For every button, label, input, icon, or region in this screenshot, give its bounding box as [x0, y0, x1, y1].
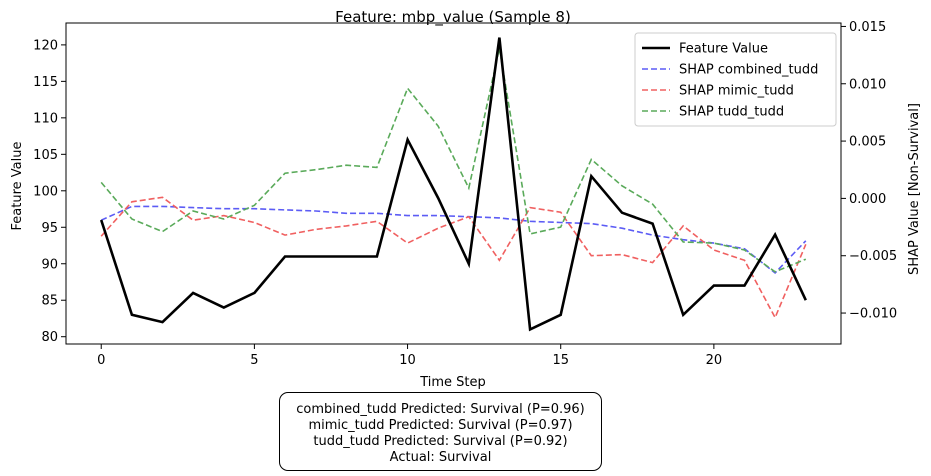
x-tick-label: 5	[250, 353, 258, 368]
legend-items: Feature Value SHAP combined_tudd SHAP mimi…	[642, 42, 818, 120]
x-tick-label: 15	[552, 353, 569, 368]
y-tick-label: 120	[33, 38, 58, 53]
y-axis-right-label: SHAP Value [Non-Survival]	[907, 103, 922, 275]
y-tick-label: 95	[41, 221, 58, 236]
y-tick-label: 115	[33, 75, 58, 90]
legend-frame	[634, 32, 837, 127]
legend-label: Feature Value	[679, 42, 768, 57]
series-line-shap-tudd-tudd	[100, 48, 807, 273]
series-layer	[99, 37, 807, 332]
series-line-feature-value	[99, 37, 807, 332]
y-tick-label: 90	[41, 257, 58, 272]
y-axis-label: Feature Value	[10, 142, 25, 231]
info-line-combined: combined_tudd Predicted: Survival (P=0.9…	[296, 402, 585, 417]
x-axis-ticks: 0 5 10 15 20	[97, 344, 722, 368]
info-line-actual: Actual: Survival	[389, 450, 492, 465]
y-tick-label: 85	[41, 294, 58, 309]
legend-label: SHAP mimic_tudd	[679, 84, 794, 99]
y-tick-label: 110	[33, 111, 58, 126]
x-axis-label: Time Step	[419, 375, 486, 390]
y-tick-label: 80	[41, 330, 58, 345]
series-line-shap-combined-tudd	[100, 205, 807, 274]
y-tick-label: 100	[33, 184, 58, 199]
legend: Feature Value SHAP combined_tudd SHAP mimi…	[634, 32, 837, 127]
info-line-tudd: tudd_tudd Predicted: Survival (P=0.92)	[313, 434, 568, 449]
plot-frame	[65, 22, 842, 345]
y-right-tick-label: 0.010	[849, 77, 886, 92]
series-line-shap-mimic-tudd	[100, 196, 807, 320]
y-axis-left-ticks: 80 85 90 95 100 105 110 115 120	[33, 38, 66, 345]
y-axis-right-ticks: −0.010 −0.005 0.000 0.005 0.010 0.015	[841, 20, 897, 322]
prediction-info-box: combined_tudd Predicted: Survival (P=0.9…	[279, 392, 602, 471]
y-right-tick-label: −0.010	[849, 307, 897, 322]
x-tick-label: 0	[97, 353, 105, 368]
legend-label: SHAP tudd_tudd	[679, 105, 784, 120]
chart-title: Feature: mbp_value (Sample 8)	[335, 8, 571, 27]
legend-label: SHAP combined_tudd	[679, 63, 818, 78]
y-right-tick-label: 0.015	[849, 20, 886, 35]
y-tick-label: 105	[33, 148, 58, 163]
x-tick-label: 20	[706, 353, 723, 368]
y-right-tick-label: 0.000	[849, 192, 886, 207]
y-right-tick-label: 0.005	[849, 135, 886, 150]
info-line-mimic: mimic_tudd Predicted: Survival (P=0.97)	[308, 418, 573, 433]
y-right-tick-label: −0.005	[849, 249, 897, 264]
x-tick-label: 10	[399, 353, 416, 368]
